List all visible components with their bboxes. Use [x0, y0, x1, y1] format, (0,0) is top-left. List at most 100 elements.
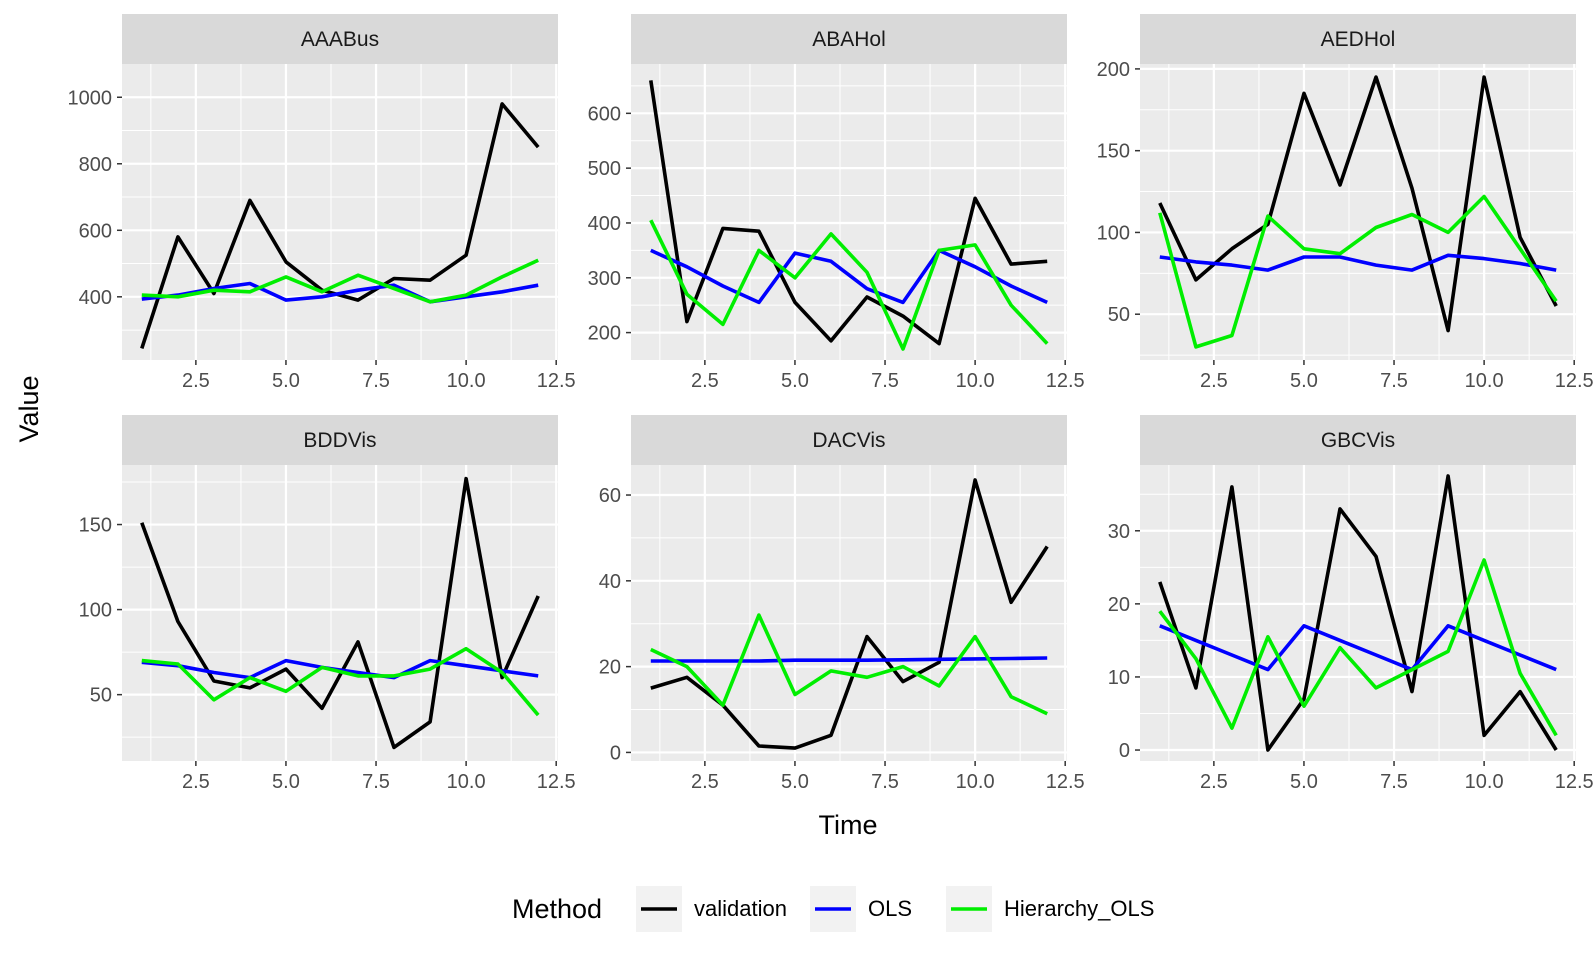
y-tick-label: 500 — [588, 158, 621, 180]
facet-strip — [1140, 14, 1576, 64]
series-line-hierarchy-ols — [650, 613, 1048, 716]
x-tick-label: 10.0 — [447, 370, 486, 392]
y-tick-label: 20 — [599, 657, 621, 679]
facet-abahol: ABAHol 2.5 5.0 7.5 10.0 12.5 200 300 400 500 600 — [588, 14, 1085, 392]
x-tick-label: 7.5 — [1380, 771, 1408, 793]
y-tick-label: 200 — [588, 323, 621, 345]
legend: Method validation OLS Hierarchy_OLS — [512, 886, 1154, 932]
x-tick-label: 12.5 — [1046, 370, 1085, 392]
series-line-hierarchy-ols — [141, 646, 540, 717]
panel-background — [1140, 64, 1576, 360]
panel-background — [122, 465, 558, 761]
facet-title: GBCVis — [1321, 429, 1395, 452]
legend-entry-hierarchy-ols: Hierarchy_OLS — [946, 886, 1154, 932]
y-tick-label: 50 — [90, 685, 112, 707]
facet-aedhol: AEDHol 2.5 5.0 7.5 10.0 12.5 50 100 150 200 — [1097, 14, 1593, 392]
facet-title: AAABus — [301, 28, 379, 51]
x-tick-label: 2.5 — [691, 370, 719, 392]
y-tick-label: 400 — [588, 213, 621, 235]
x-tick-label: 12.5 — [1555, 370, 1593, 392]
x-tick-label: 5.0 — [781, 370, 809, 392]
facet-title: ABAHol — [812, 28, 886, 51]
panel-background — [631, 64, 1067, 360]
facet-title: DACVis — [812, 429, 885, 452]
x-tick-label: 7.5 — [871, 771, 899, 793]
y-tick-label: 800 — [79, 154, 112, 176]
y-tick-label: 150 — [1097, 141, 1130, 163]
panel-background — [122, 64, 558, 360]
y-tick-label: 100 — [1097, 222, 1130, 244]
x-tick-label: 5.0 — [1290, 370, 1318, 392]
facet-strip — [631, 415, 1067, 465]
facet-bddvis: BDDVis 2.5 5.0 7.5 10.0 12.5 50 100 150 — [79, 415, 576, 793]
x-tick-label: 5.0 — [1290, 771, 1318, 793]
y-tick-label: 600 — [79, 220, 112, 242]
y-tick-label: 1000 — [68, 87, 113, 109]
y-tick-label: 10 — [1108, 667, 1130, 689]
panel-background — [631, 465, 1067, 761]
x-tick-label: 7.5 — [871, 370, 899, 392]
facet-strip — [122, 415, 558, 465]
series-line-validation — [1158, 75, 1558, 333]
x-tick-label: 2.5 — [691, 771, 719, 793]
y-tick-label: 40 — [599, 571, 621, 593]
facet-title: AEDHol — [1321, 28, 1396, 51]
x-tick-label: 10.0 — [956, 771, 995, 793]
x-tick-label: 12.5 — [1046, 771, 1085, 793]
legend-entry-ols: OLS — [810, 886, 912, 932]
legend-entry-validation: validation — [636, 886, 787, 932]
x-tick-label: 10.0 — [1465, 771, 1504, 793]
series-line-hierarchy-ols — [1158, 558, 1558, 737]
panel-background — [1140, 465, 1576, 761]
x-tick-label: 2.5 — [1200, 370, 1228, 392]
y-tick-label: 0 — [1119, 740, 1130, 762]
y-tick-label: 20 — [1108, 594, 1130, 616]
legend-label: OLS — [868, 896, 912, 921]
x-tick-label: 7.5 — [1380, 370, 1408, 392]
series-line-ols — [1159, 623, 1557, 672]
y-tick-label: 30 — [1108, 521, 1130, 543]
y-tick-label: 150 — [79, 515, 112, 537]
x-tick-label: 12.5 — [537, 771, 576, 793]
x-tick-label: 7.5 — [362, 771, 390, 793]
series-line-hierarchy-ols — [1158, 194, 1558, 349]
x-tick-label: 10.0 — [956, 370, 995, 392]
x-tick-label: 5.0 — [272, 370, 300, 392]
series-line-validation — [1158, 474, 1558, 752]
legend-label: validation — [694, 896, 787, 921]
y-tick-label: 50 — [1108, 304, 1130, 326]
series-line-validation — [649, 80, 1048, 346]
legend-label: Hierarchy_OLS — [1004, 896, 1154, 921]
facet-gbcvis: GBCVis 2.5 5.0 7.5 10.0 12.5 0 10 20 30 — [1108, 415, 1593, 793]
x-tick-label: 5.0 — [781, 771, 809, 793]
series-line-hierarchy-ols — [141, 258, 539, 304]
series-line-ols — [1159, 253, 1557, 272]
x-tick-label: 5.0 — [272, 771, 300, 793]
x-tick-label: 7.5 — [362, 370, 390, 392]
x-tick-label: 2.5 — [182, 370, 210, 392]
y-tick-label: 600 — [588, 103, 621, 125]
y-tick-label: 0 — [610, 742, 621, 764]
facet-aaabus: AAABus 2.5 5.0 7.5 10.0 12.5 400 600 800 1000 — [68, 14, 576, 392]
facet-strip — [631, 14, 1067, 64]
facet-title: BDDVis — [303, 429, 376, 452]
y-tick-label: 300 — [588, 268, 621, 290]
y-axis-title: Value — [14, 375, 44, 442]
x-tick-label: 2.5 — [1200, 771, 1228, 793]
legend-title: Method — [512, 894, 602, 924]
series-line-hierarchy-ols — [649, 219, 1049, 351]
x-tick-label: 2.5 — [182, 771, 210, 793]
series-line-ols — [650, 248, 1048, 305]
x-tick-label: 10.0 — [1465, 370, 1504, 392]
x-axis-title: Time — [819, 810, 878, 840]
y-tick-label: 100 — [79, 600, 112, 622]
y-tick-label: 400 — [79, 287, 112, 309]
facet-strip — [1140, 415, 1576, 465]
x-tick-label: 12.5 — [1555, 771, 1593, 793]
series-line-ols — [650, 656, 1048, 663]
facet-dacvis: DACVis 2.5 5.0 7.5 10.0 12.5 0 20 40 60 — [599, 415, 1085, 793]
y-tick-label: 60 — [599, 485, 621, 507]
x-tick-label: 12.5 — [537, 370, 576, 392]
y-tick-label: 200 — [1097, 59, 1130, 81]
